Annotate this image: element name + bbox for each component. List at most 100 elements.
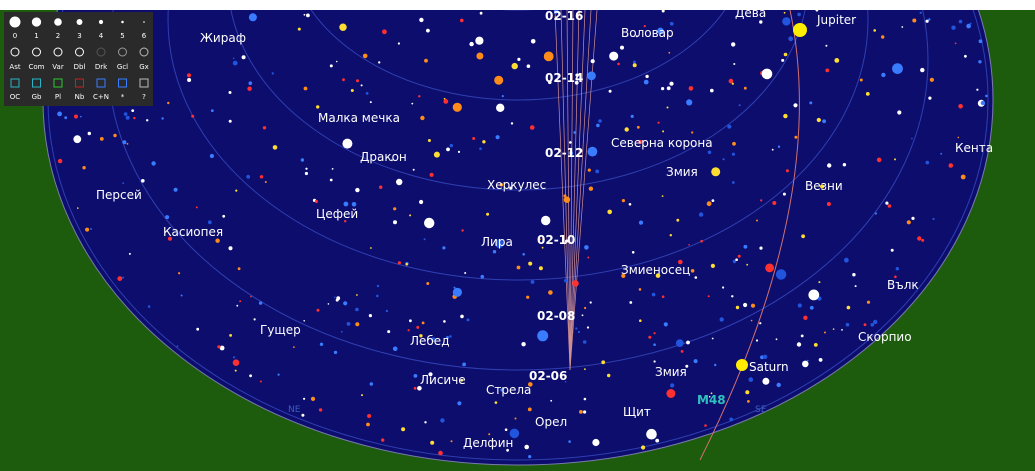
star xyxy=(495,135,500,140)
star xyxy=(378,61,381,64)
star xyxy=(85,227,90,232)
star xyxy=(648,335,652,339)
star xyxy=(239,300,242,303)
star xyxy=(748,377,754,382)
star xyxy=(443,99,449,104)
time-line xyxy=(569,10,574,371)
star xyxy=(82,166,86,170)
star xyxy=(865,92,870,96)
star xyxy=(783,113,788,119)
star xyxy=(765,263,774,273)
star xyxy=(587,168,591,172)
star xyxy=(277,373,280,376)
star xyxy=(133,116,136,120)
star xyxy=(248,13,257,22)
star xyxy=(666,389,676,398)
star xyxy=(911,216,915,220)
star xyxy=(417,386,422,391)
star xyxy=(661,295,665,299)
legend-dot xyxy=(143,21,145,23)
legend-icon xyxy=(10,47,20,57)
star xyxy=(771,148,774,151)
star xyxy=(541,215,551,226)
star xyxy=(217,345,221,349)
star xyxy=(250,295,252,298)
star xyxy=(694,276,698,279)
star xyxy=(452,102,462,112)
legend-icon xyxy=(32,47,41,57)
grid-curve xyxy=(230,10,806,191)
time-line xyxy=(569,10,586,371)
star xyxy=(635,35,638,38)
star xyxy=(222,214,226,218)
legend-label: Com xyxy=(29,63,45,71)
star xyxy=(668,51,671,54)
star xyxy=(122,182,125,185)
star xyxy=(577,330,581,334)
star xyxy=(367,414,372,418)
star xyxy=(409,319,412,323)
star xyxy=(587,146,598,157)
star xyxy=(548,80,552,85)
star xyxy=(796,342,802,347)
star xyxy=(827,163,832,168)
star xyxy=(643,25,646,28)
star xyxy=(431,337,436,342)
star xyxy=(247,86,252,91)
star xyxy=(539,238,541,241)
star xyxy=(825,68,830,73)
star xyxy=(259,175,264,179)
star xyxy=(688,86,694,91)
star xyxy=(759,20,763,24)
star xyxy=(496,103,505,113)
legend-dot xyxy=(98,19,104,25)
time-line xyxy=(566,10,571,371)
star xyxy=(568,312,571,316)
star xyxy=(73,135,82,144)
star xyxy=(655,273,661,278)
star xyxy=(842,163,847,167)
legend-label: 1 xyxy=(34,32,38,40)
star xyxy=(356,79,359,83)
star xyxy=(412,168,415,171)
star xyxy=(356,294,358,296)
star xyxy=(797,12,801,17)
star xyxy=(802,360,809,368)
star xyxy=(628,203,632,206)
star xyxy=(509,186,513,190)
legend-label: Ast xyxy=(9,63,20,71)
legend-dot xyxy=(54,18,62,26)
legend-label: 4 xyxy=(99,32,104,40)
star xyxy=(581,314,584,317)
star xyxy=(929,77,935,82)
star xyxy=(874,212,878,215)
star xyxy=(846,305,851,310)
star xyxy=(300,158,305,162)
star xyxy=(176,345,179,348)
star xyxy=(685,364,689,368)
star xyxy=(334,296,336,299)
star xyxy=(452,287,462,297)
star xyxy=(755,339,759,342)
star xyxy=(259,380,262,383)
star xyxy=(651,292,656,297)
star xyxy=(932,217,935,221)
star xyxy=(440,418,445,423)
star xyxy=(411,102,414,105)
legend-label: Nb xyxy=(75,93,85,101)
star xyxy=(488,433,491,436)
star xyxy=(122,140,127,145)
star xyxy=(666,106,669,109)
star xyxy=(167,101,170,105)
star xyxy=(387,330,391,334)
star xyxy=(187,78,192,82)
star xyxy=(509,428,520,439)
star xyxy=(777,145,781,148)
star xyxy=(475,36,484,45)
star xyxy=(820,184,825,189)
star xyxy=(966,23,971,29)
star xyxy=(624,127,629,132)
star xyxy=(807,359,809,362)
star xyxy=(575,73,579,77)
star xyxy=(686,99,693,106)
